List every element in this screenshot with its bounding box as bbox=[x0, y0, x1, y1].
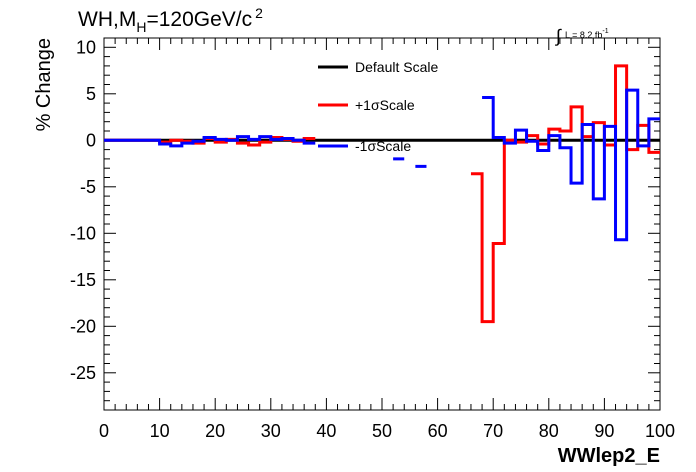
x-tick-label: 50 bbox=[372, 421, 392, 441]
y-tick-label: -5 bbox=[80, 177, 96, 197]
lumi-text: L = 8.2 fb bbox=[564, 30, 603, 40]
legend-label: +1σScale bbox=[355, 97, 415, 113]
x-tick-label: 80 bbox=[539, 421, 559, 441]
y-tick-label: -20 bbox=[70, 316, 96, 336]
y-tick-label: -25 bbox=[70, 363, 96, 383]
legend-label: Default Scale bbox=[355, 59, 438, 75]
y-tick-label: 5 bbox=[86, 84, 96, 104]
integral-sign-icon: ∫ bbox=[556, 26, 561, 46]
y-tick-label: -15 bbox=[70, 270, 96, 290]
title-subscript: H bbox=[136, 19, 147, 35]
y-tick-label: 10 bbox=[76, 37, 96, 57]
legend-label: -1σScale bbox=[355, 138, 411, 154]
x-tick-label: 10 bbox=[150, 421, 170, 441]
x-tick-label: 40 bbox=[316, 421, 336, 441]
lumi-superscript: -1 bbox=[602, 28, 609, 35]
title-main: =120GeV/c bbox=[146, 8, 253, 31]
legend: Default Scale +1σScale -1σScale bbox=[318, 59, 438, 154]
y-tick-label: -10 bbox=[70, 223, 96, 243]
x-tick-label: 70 bbox=[483, 421, 503, 441]
y-tick-label: 0 bbox=[86, 130, 96, 150]
y-axis-label: % Change bbox=[33, 38, 55, 131]
series-layer bbox=[104, 64, 660, 324]
x-tick-label: 0 bbox=[99, 421, 109, 441]
luminosity-label: ∫ L = 8.2 fb-1 bbox=[556, 22, 609, 46]
title-superscript: 2 bbox=[255, 5, 263, 21]
chart-title: WH,MH=120GeV/c 2 bbox=[78, 5, 263, 35]
x-tick-label: 20 bbox=[205, 421, 225, 441]
title-prefix: WH,M bbox=[78, 8, 137, 31]
x-axis-label: WWlep2_E bbox=[558, 445, 660, 467]
axis-ticks bbox=[103, 37, 661, 411]
x-tick-label: 100 bbox=[645, 421, 675, 441]
x-tick-label: 30 bbox=[261, 421, 281, 441]
plot-frame bbox=[103, 37, 661, 411]
series-1-scale bbox=[104, 88, 660, 242]
x-tick-label: 90 bbox=[594, 421, 614, 441]
x-tick-label: 60 bbox=[428, 421, 448, 441]
